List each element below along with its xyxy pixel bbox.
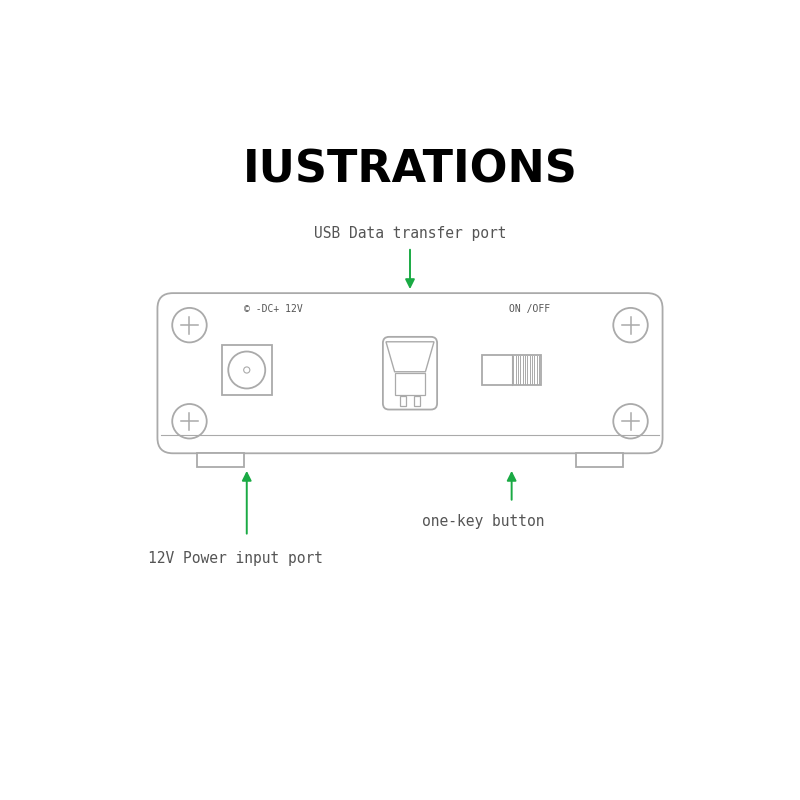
Circle shape xyxy=(172,308,206,342)
Bar xyxy=(484,357,511,383)
Text: USB Data transfer port: USB Data transfer port xyxy=(314,226,506,241)
Bar xyxy=(414,396,420,406)
FancyBboxPatch shape xyxy=(158,293,662,454)
Circle shape xyxy=(228,351,266,389)
Circle shape xyxy=(244,367,250,373)
Text: 12V Power input port: 12V Power input port xyxy=(148,550,323,566)
Circle shape xyxy=(614,308,648,342)
Bar xyxy=(400,396,406,406)
FancyBboxPatch shape xyxy=(383,337,437,410)
Circle shape xyxy=(614,404,648,438)
Text: ON /OFF: ON /OFF xyxy=(509,304,550,314)
Bar xyxy=(222,345,272,395)
Polygon shape xyxy=(386,342,434,372)
Circle shape xyxy=(172,404,206,438)
Text: IUSTRATIONS: IUSTRATIONS xyxy=(242,149,578,191)
Bar xyxy=(198,454,244,467)
Text: one-key button: one-key button xyxy=(422,514,545,529)
Bar xyxy=(482,354,541,386)
Bar xyxy=(576,454,622,467)
Text: © -DC+ 12V: © -DC+ 12V xyxy=(244,304,302,314)
Bar xyxy=(395,373,425,395)
